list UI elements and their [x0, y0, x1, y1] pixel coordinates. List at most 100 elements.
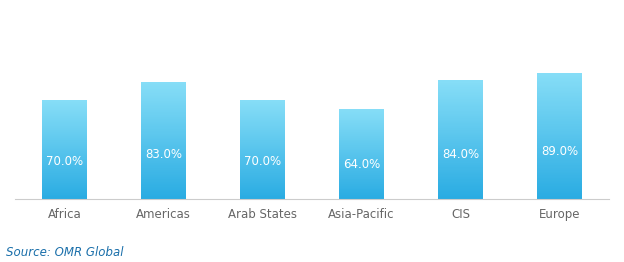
Bar: [240, 106, 285, 107]
Bar: [537, 114, 582, 115]
Bar: [438, 96, 483, 97]
Bar: [339, 166, 384, 167]
Bar: [141, 194, 186, 195]
Bar: [438, 109, 483, 110]
Bar: [240, 120, 285, 121]
Bar: [438, 81, 483, 83]
Bar: [42, 180, 87, 181]
Bar: [240, 113, 285, 114]
Bar: [438, 112, 483, 114]
Bar: [537, 189, 582, 191]
Bar: [537, 92, 582, 93]
Bar: [141, 169, 186, 170]
Bar: [141, 95, 186, 96]
Bar: [141, 118, 186, 119]
Bar: [141, 104, 186, 105]
Bar: [141, 151, 186, 152]
Bar: [438, 186, 483, 188]
Bar: [537, 81, 582, 82]
Bar: [42, 127, 87, 128]
Bar: [537, 183, 582, 184]
Bar: [42, 185, 87, 187]
Bar: [141, 117, 186, 118]
Bar: [240, 131, 285, 132]
Bar: [339, 149, 384, 150]
Bar: [438, 138, 483, 139]
Bar: [339, 122, 384, 123]
Bar: [141, 198, 186, 199]
Bar: [438, 129, 483, 130]
Bar: [537, 184, 582, 185]
Bar: [339, 163, 384, 164]
Bar: [141, 166, 186, 168]
Bar: [240, 173, 285, 174]
Bar: [537, 129, 582, 130]
Bar: [438, 125, 483, 127]
Bar: [537, 103, 582, 105]
Bar: [339, 130, 384, 131]
Bar: [339, 123, 384, 124]
Bar: [438, 127, 483, 128]
Bar: [240, 183, 285, 184]
Bar: [240, 190, 285, 192]
Bar: [339, 184, 384, 185]
Bar: [438, 147, 483, 148]
Bar: [339, 161, 384, 162]
Bar: [42, 189, 87, 190]
Bar: [42, 156, 87, 157]
Bar: [240, 139, 285, 140]
Bar: [42, 118, 87, 119]
Bar: [438, 104, 483, 105]
Bar: [339, 146, 384, 147]
Bar: [240, 133, 285, 134]
Bar: [339, 144, 384, 145]
Bar: [141, 187, 186, 188]
Bar: [537, 188, 582, 189]
Bar: [438, 122, 483, 123]
Bar: [42, 170, 87, 171]
Bar: [240, 137, 285, 138]
Bar: [42, 188, 87, 189]
Bar: [438, 157, 483, 158]
Bar: [537, 101, 582, 102]
Bar: [438, 106, 483, 108]
Bar: [240, 111, 285, 112]
Bar: [537, 112, 582, 114]
Bar: [339, 142, 384, 143]
Text: 64.0%: 64.0%: [343, 159, 380, 171]
Bar: [240, 118, 285, 119]
Bar: [42, 164, 87, 165]
Bar: [339, 111, 384, 112]
Bar: [240, 160, 285, 161]
Bar: [339, 162, 384, 163]
Bar: [339, 124, 384, 125]
Bar: [42, 128, 87, 129]
Bar: [438, 167, 483, 168]
Bar: [339, 126, 384, 127]
Bar: [339, 137, 384, 138]
Bar: [240, 158, 285, 159]
Bar: [141, 103, 186, 104]
Bar: [42, 165, 87, 166]
Bar: [339, 194, 384, 195]
Bar: [339, 190, 384, 191]
Bar: [438, 188, 483, 189]
Bar: [42, 111, 87, 112]
Bar: [438, 174, 483, 176]
Bar: [339, 139, 384, 140]
Bar: [42, 174, 87, 175]
Bar: [339, 178, 384, 179]
Bar: [141, 111, 186, 112]
Bar: [141, 115, 186, 116]
Bar: [141, 196, 186, 197]
Bar: [438, 179, 483, 181]
Bar: [42, 158, 87, 159]
Bar: [141, 163, 186, 164]
Bar: [537, 167, 582, 168]
Bar: [537, 187, 582, 188]
Bar: [537, 173, 582, 174]
Bar: [339, 110, 384, 111]
Bar: [42, 195, 87, 196]
Bar: [537, 128, 582, 129]
Bar: [537, 159, 582, 160]
